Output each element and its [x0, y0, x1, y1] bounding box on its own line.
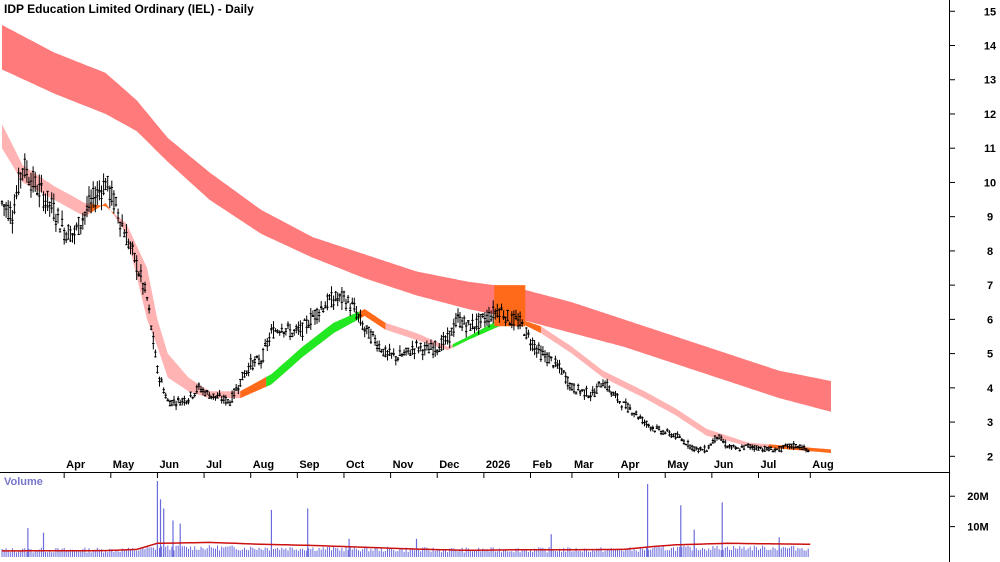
volume-axis-tick-label: 20M — [967, 491, 988, 503]
price-axis-ticks: 2 3 4 5 6 7 8 9 10 11 12 13 14 15 — [949, 6, 997, 463]
time-axis-tick-label: Sep — [299, 459, 319, 471]
volume-bars — [1, 481, 809, 557]
time-axis-tick-label: Oct — [346, 459, 365, 471]
time-axis-tick-label: Apr — [66, 459, 86, 471]
time-axis-tick-label: Aug — [253, 459, 274, 471]
volume-panel: Volume — [1, 476, 811, 557]
time-axis-tick-label: Nov — [393, 459, 415, 471]
band-highlight-segment — [240, 377, 267, 399]
time-axis-tick-label: Jul — [206, 459, 222, 471]
price-axis-tick-label: 4 — [987, 383, 994, 395]
price-axis-tick-label: 7 — [987, 280, 993, 292]
highlight-box — [494, 285, 526, 327]
time-axis-tick-label: May — [113, 459, 135, 471]
long-term-band — [2, 25, 831, 412]
time-axis-tick-label: 2026 — [486, 459, 510, 471]
price-axis-tick-label: 13 — [984, 75, 996, 87]
time-axis-tick-label: Dec — [439, 459, 459, 471]
long-term-band-fill — [2, 25, 831, 412]
price-panel: IDP Education Limited Ordinary (IEL) - D… — [0, 2, 831, 454]
price-axis-tick-label: 3 — [987, 417, 993, 429]
band-highlight-segment — [359, 309, 386, 330]
price-axis-tick-label: 10 — [984, 177, 996, 189]
time-axis-tick-label: May — [667, 459, 689, 471]
band-highlight-segment — [525, 321, 541, 334]
price-axis-tick-label: 6 — [987, 314, 993, 326]
time-axis-tick-label: Jul — [760, 459, 776, 471]
time-axis-tick-label: Mar — [574, 459, 594, 471]
band-highlight-segment — [266, 311, 360, 387]
time-axis-ticks: Apr May Jun Jul Aug Sep Oct Nov Dec 2026 Feb Mar Apr… — [63, 459, 834, 478]
price-axis-tick-label: 12 — [984, 109, 996, 121]
time-axis-tick-label: Aug — [812, 459, 833, 471]
chart-title: IDP Education Limited Ordinary (IEL) - D… — [4, 2, 254, 16]
volume-moving-average-line — [2, 541, 811, 552]
volume-axis-tick-label: 10M — [967, 522, 988, 534]
volume-axis-ticks: 10M 20M — [949, 491, 989, 534]
price-series — [0, 153, 810, 454]
price-axis-tick-label: 9 — [987, 212, 993, 224]
time-axis-tick-label: Jun — [159, 459, 179, 471]
time-axis-tick-label: Jun — [714, 459, 734, 471]
price-axis-tick-label: 14 — [984, 41, 997, 53]
time-axis-tick-label: Apr — [621, 459, 641, 471]
price-axis-tick-label: 5 — [987, 349, 993, 361]
time-axis-tick-label: Feb — [532, 459, 552, 471]
price-axis-tick-label: 11 — [984, 143, 996, 155]
price-axis-tick-label: 15 — [984, 6, 996, 18]
price-axis-tick-label: 2 — [987, 451, 993, 463]
price-axis-tick-label: 8 — [987, 246, 993, 258]
volume-title: Volume — [4, 476, 43, 488]
volume-moving-average — [2, 541, 811, 552]
